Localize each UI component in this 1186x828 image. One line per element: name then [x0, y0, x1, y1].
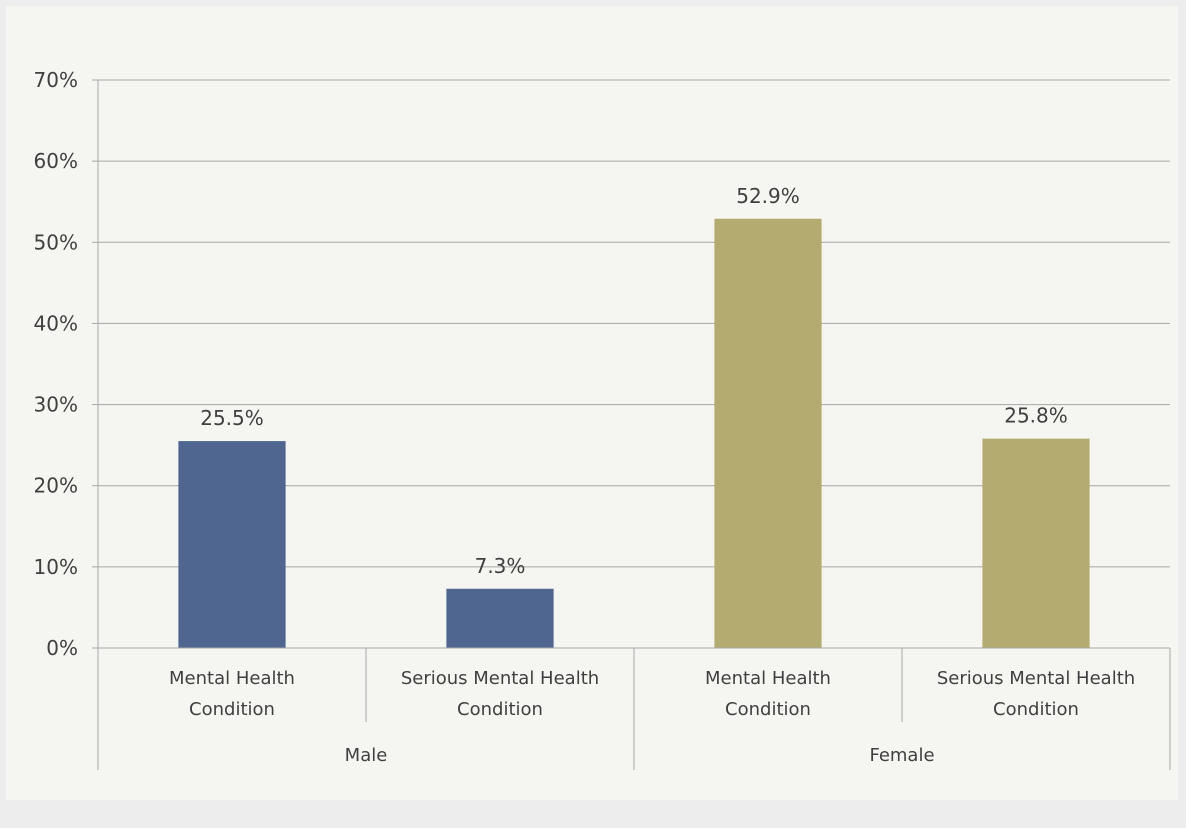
y-tick-label: 60%	[34, 149, 78, 173]
y-tick-label: 10%	[34, 555, 78, 579]
data-labels: 25.5% 7.3% 52.9% 25.8%	[200, 184, 1068, 578]
x-axis-categories: Mental Health Condition Serious Mental Hea…	[169, 668, 1135, 766]
bar	[446, 588, 554, 648]
y-tick-label: 70%	[34, 68, 78, 92]
category-label: Mental Health	[705, 668, 831, 689]
y-tick-label: 30%	[34, 393, 78, 417]
chart-background	[6, 6, 1178, 800]
category-label: Condition	[725, 699, 811, 720]
category-label: Condition	[993, 699, 1079, 720]
y-tick-label: 20%	[34, 474, 78, 498]
data-label: 7.3%	[475, 554, 526, 578]
category-label: Condition	[189, 699, 275, 720]
category-label: Serious Mental Health	[937, 668, 1135, 689]
bar	[178, 441, 286, 648]
group-label: Female	[869, 745, 934, 766]
bar	[982, 438, 1090, 648]
category-label: Condition	[457, 699, 543, 720]
group-label: Male	[345, 745, 388, 766]
category-label: Mental Health	[169, 668, 295, 689]
y-tick-label: 40%	[34, 311, 78, 335]
data-label: 25.5%	[200, 406, 264, 430]
y-axis-ticks: 0% 10% 20% 30% 40% 50% 60% 70%	[34, 68, 98, 660]
y-tick-label: 0%	[46, 636, 78, 660]
data-label: 25.8%	[1004, 404, 1068, 428]
data-label: 52.9%	[736, 184, 800, 208]
y-tick-label: 50%	[34, 230, 78, 254]
axes	[97, 80, 1171, 770]
category-label: Serious Mental Health	[401, 668, 599, 689]
bar	[714, 218, 822, 649]
bars	[178, 218, 1090, 649]
